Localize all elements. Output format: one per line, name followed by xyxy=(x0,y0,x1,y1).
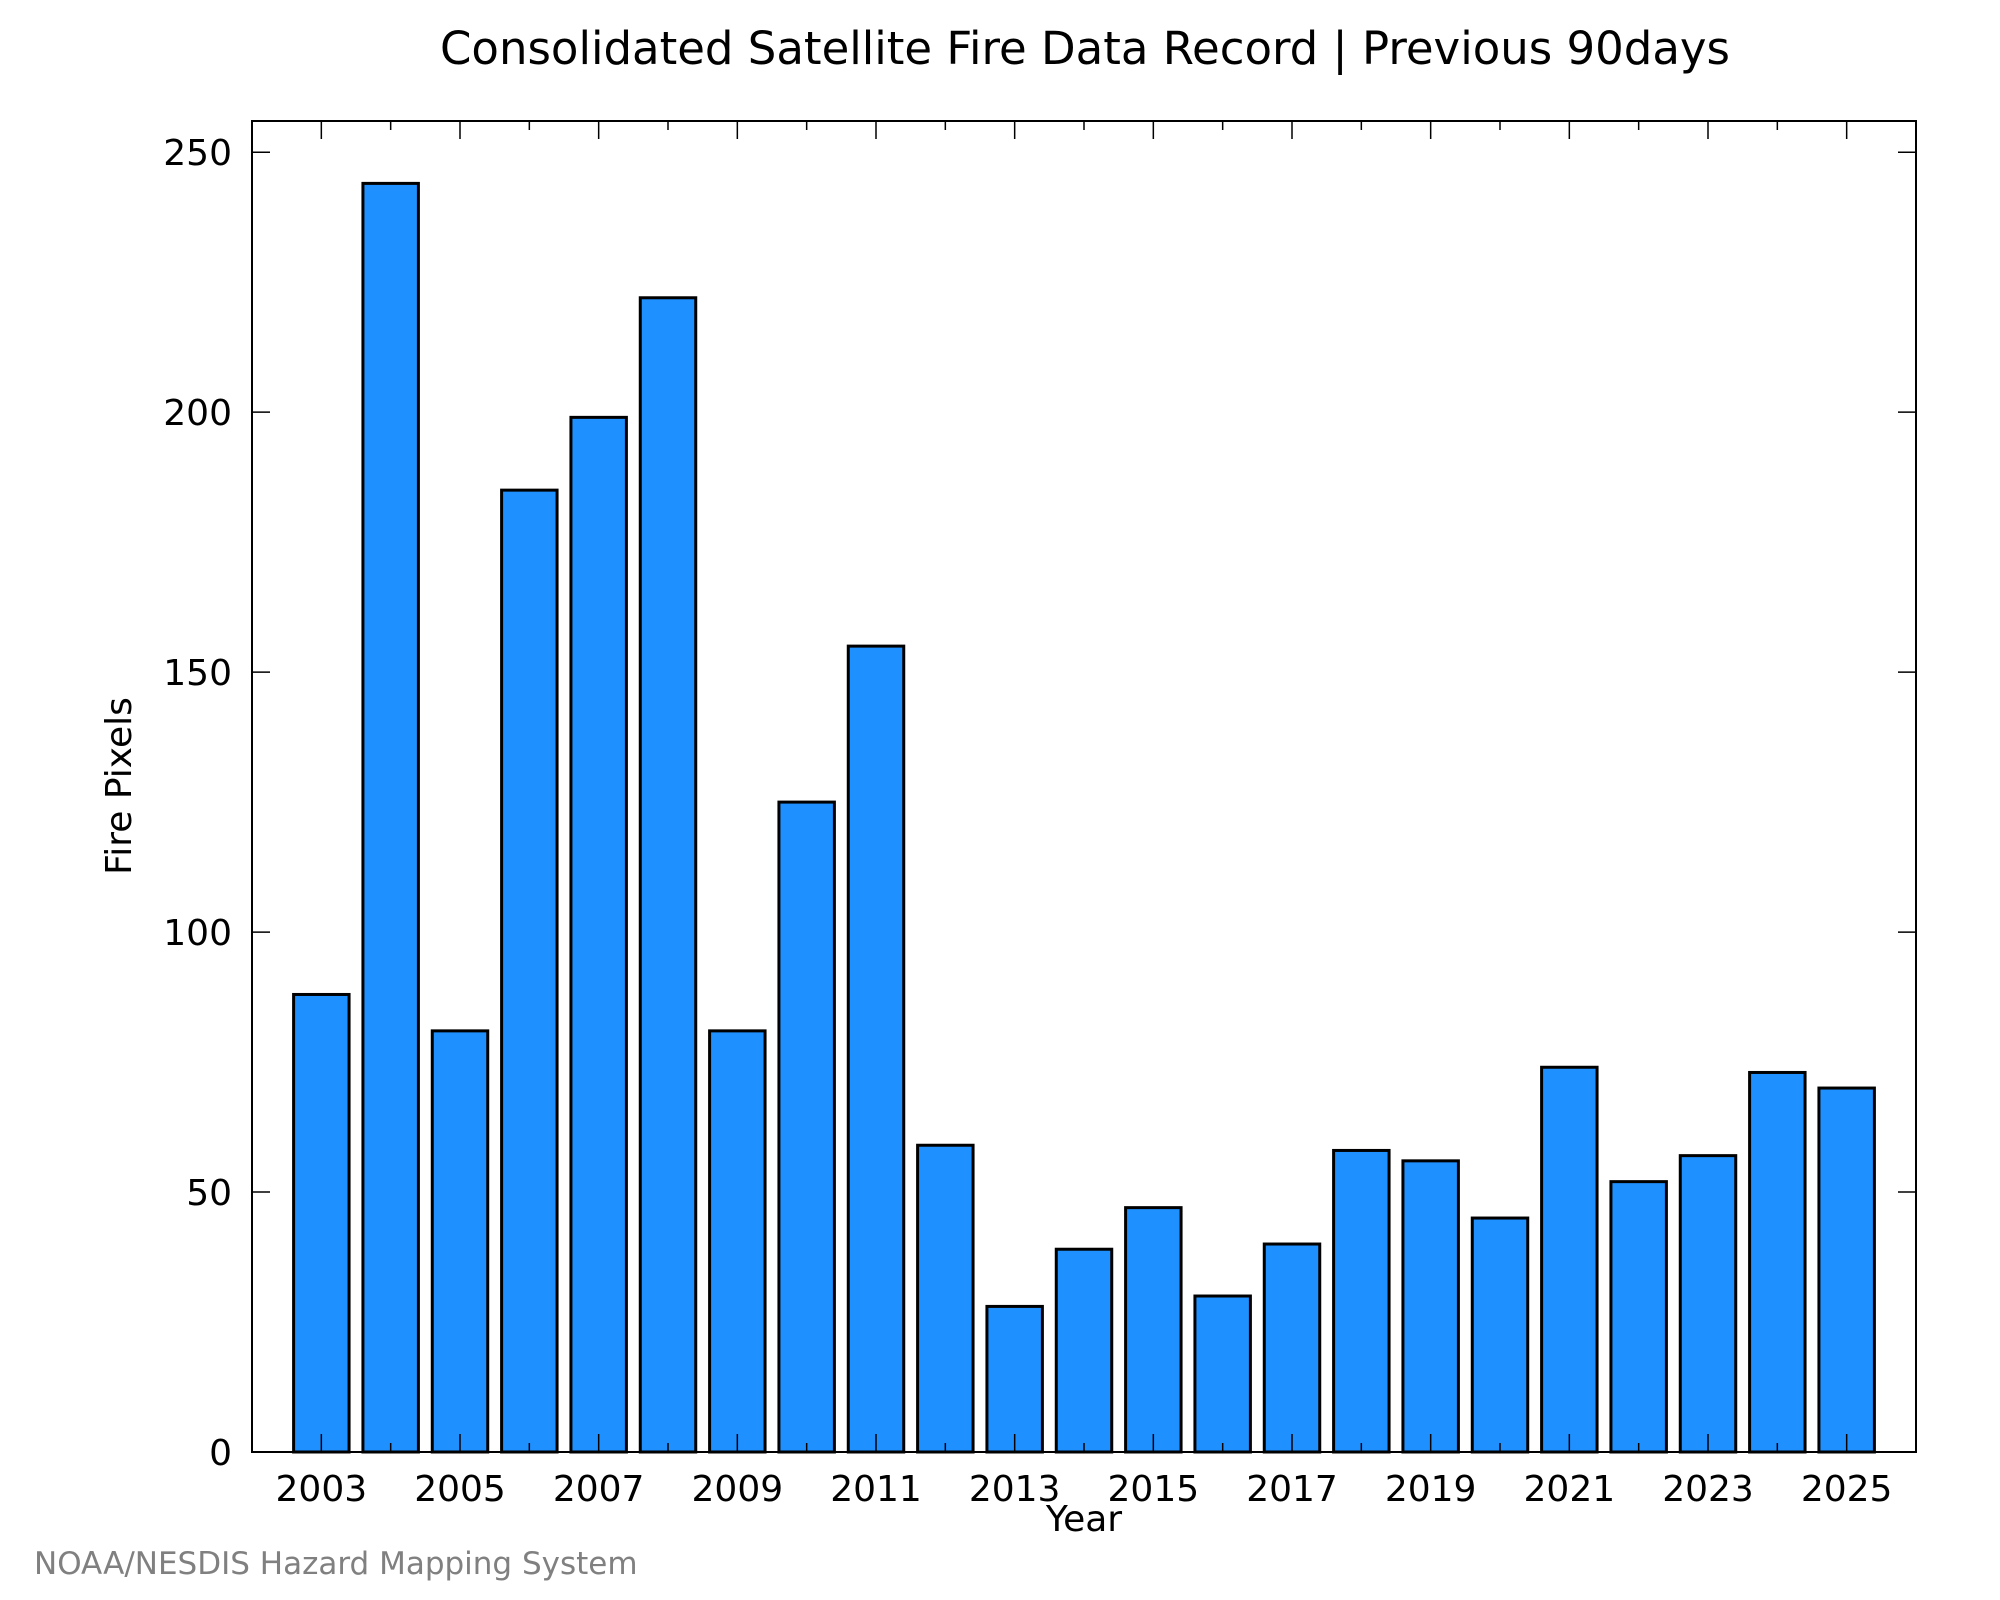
bar-2004 xyxy=(361,181,420,1454)
y-tick-label-250: 250 xyxy=(163,133,232,174)
bar-2008 xyxy=(638,296,698,1454)
plot-frame xyxy=(251,120,1917,1453)
bars-layer xyxy=(292,181,1876,1454)
bar-2006 xyxy=(500,488,559,1454)
bar-2014 xyxy=(1054,1247,1114,1454)
bar-2009 xyxy=(708,1029,767,1454)
bar-2024 xyxy=(1748,1070,1807,1454)
bar-2022 xyxy=(1609,1180,1668,1454)
y-tick-label-0: 0 xyxy=(209,1433,232,1474)
bar-2010 xyxy=(777,800,836,1454)
x-tick-label-2007: 2007 xyxy=(553,1469,645,1510)
bar-2017 xyxy=(1262,1242,1322,1454)
bar-2013 xyxy=(985,1304,1044,1454)
x-tick-label-2011: 2011 xyxy=(830,1469,922,1510)
bar-2025 xyxy=(1817,1086,1876,1454)
y-tick-label-150: 150 xyxy=(163,653,232,694)
x-axis-label: Year xyxy=(1045,1499,1122,1540)
bar-2007 xyxy=(569,415,628,1454)
bar-2021 xyxy=(1540,1065,1599,1454)
bar-2023 xyxy=(1678,1154,1738,1454)
chart-title: Consolidated Satellite Fire Data Record … xyxy=(440,22,1730,75)
x-tick-label-2025: 2025 xyxy=(1801,1469,1893,1510)
bar-2005 xyxy=(430,1029,490,1454)
bar-2003 xyxy=(292,992,351,1454)
bar-2011 xyxy=(846,644,906,1454)
x-tick-label-2003: 2003 xyxy=(276,1469,368,1510)
x-tick-label-2005: 2005 xyxy=(414,1469,506,1510)
bar-2012 xyxy=(916,1143,975,1454)
x-tick-label-2017: 2017 xyxy=(1246,1469,1338,1510)
credit-text: NOAA/NESDIS Hazard Mapping System xyxy=(34,1546,638,1582)
x-tick-label-2013: 2013 xyxy=(969,1469,1061,1510)
x-tick-label-2009: 2009 xyxy=(692,1469,784,1510)
x-tick-label-2021: 2021 xyxy=(1524,1469,1616,1510)
ticks-layer: 0 50 100 150 200 250 2003 2005 2007 2009 2011 2013 2… xyxy=(163,121,1916,1510)
bar-2015 xyxy=(1124,1206,1183,1454)
x-tick-label-2019: 2019 xyxy=(1385,1469,1477,1510)
y-tick-label-100: 100 xyxy=(163,913,232,954)
bar-2020 xyxy=(1470,1216,1530,1454)
y-tick-label-200: 200 xyxy=(163,393,232,434)
bar-2016 xyxy=(1193,1294,1252,1454)
x-tick-label-2015: 2015 xyxy=(1108,1469,1200,1510)
y-tick-label-50: 50 xyxy=(186,1173,232,1214)
bar-2019 xyxy=(1401,1159,1460,1454)
bar-2018 xyxy=(1332,1148,1391,1454)
y-axis-label: Fire Pixels xyxy=(99,697,140,875)
x-tick-label-2023: 2023 xyxy=(1662,1469,1754,1510)
